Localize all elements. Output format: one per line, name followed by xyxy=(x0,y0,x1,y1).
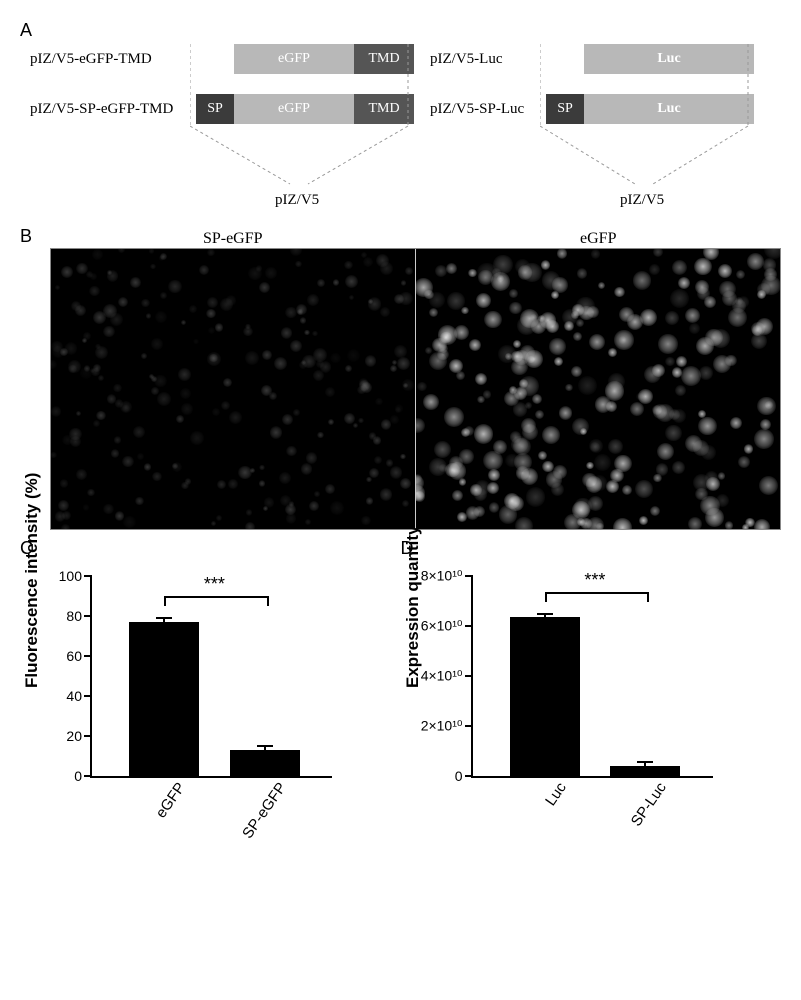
bar xyxy=(610,766,680,776)
micrograph-sp-egfp xyxy=(51,249,415,529)
construct-sp-luc: pIZ/V5-SP-Luc SP Luc xyxy=(430,94,754,124)
x-tick-label: SP-Luc xyxy=(623,776,670,829)
construct-sp-egfp-tmd: pIZ/V5-SP-eGFP-TMD SP eGFP TMD xyxy=(30,94,414,124)
panel-a: A pIZ/V5-eGFP-TMD eGFP TMD pIZ/V5-SP-eGF… xyxy=(20,20,781,220)
vector-label-left: pIZ/V5 xyxy=(275,192,319,209)
panel-d: D Expression quantity 02×10¹⁰4×10¹⁰6×10¹… xyxy=(401,544,782,818)
panel-b-label: B xyxy=(20,226,32,247)
x-tick-label: SP-eGFP xyxy=(234,776,290,842)
panels-c-d-row: C Fluorescence intensity (%) 02040608010… xyxy=(20,544,781,818)
x-tick-label: eGFP xyxy=(148,776,189,821)
significance-stars: *** xyxy=(584,570,605,591)
vector-label-right: pIZ/V5 xyxy=(620,192,664,209)
construct-label: pIZ/V5-Luc xyxy=(430,51,540,68)
bar-chart-c: Fluorescence intensity (%) 020406080100e… xyxy=(90,558,390,818)
segment-luc: Luc xyxy=(584,44,754,74)
construct-label: pIZ/V5-SP-Luc xyxy=(430,101,540,118)
construct-luc: pIZ/V5-Luc Luc xyxy=(430,44,754,74)
panel-a-label: A xyxy=(20,20,32,41)
y-tick-label: 40 xyxy=(66,688,92,704)
plot-area: 02×10¹⁰4×10¹⁰6×10¹⁰8×10¹⁰LucSP-Luc*** xyxy=(471,576,713,778)
y-tick-label: 0 xyxy=(455,768,473,784)
segment-egfp: eGFP xyxy=(234,94,354,124)
segment-sp: SP xyxy=(546,94,584,124)
micro-title-left: SP-eGFP xyxy=(50,230,416,248)
y-tick-label: 0 xyxy=(74,768,92,784)
y-tick-label: 20 xyxy=(66,728,92,744)
figure: A pIZ/V5-eGFP-TMD eGFP TMD pIZ/V5-SP-eGF… xyxy=(20,20,781,818)
panel-b: B SP-eGFP eGFP xyxy=(20,230,781,530)
construct-label: pIZ/V5-eGFP-TMD xyxy=(30,51,190,68)
bar xyxy=(510,617,580,776)
y-tick-label: 8×10¹⁰ xyxy=(421,568,473,585)
y-axis-title: Expression quantity xyxy=(403,526,423,688)
micrograph-egfp xyxy=(415,249,780,529)
y-axis-title: Fluorescence intensity (%) xyxy=(22,473,42,688)
y-tick-label: 2×10¹⁰ xyxy=(421,718,473,735)
construct-egfp-tmd: pIZ/V5-eGFP-TMD eGFP TMD xyxy=(30,44,414,74)
bar xyxy=(230,750,300,776)
y-tick-label: 80 xyxy=(66,608,92,624)
segment-tmd: TMD xyxy=(354,94,414,124)
segment-tmd: TMD xyxy=(354,44,414,74)
segment-luc: Luc xyxy=(584,94,754,124)
significance-stars: *** xyxy=(204,574,225,595)
segment-egfp: eGFP xyxy=(234,44,354,74)
micro-title-right: eGFP xyxy=(416,230,782,248)
segment-sp: SP xyxy=(196,94,234,124)
y-tick-label: 100 xyxy=(59,568,92,584)
y-tick-label: 60 xyxy=(66,648,92,664)
construct-label: pIZ/V5-SP-eGFP-TMD xyxy=(30,101,190,118)
bar-chart-d: Expression quantity 02×10¹⁰4×10¹⁰6×10¹⁰8… xyxy=(471,558,771,818)
bar xyxy=(129,622,199,776)
plot-area: 020406080100eGFPSP-eGFP*** xyxy=(90,576,332,778)
y-tick-label: 4×10¹⁰ xyxy=(421,668,473,685)
x-tick-label: Luc xyxy=(537,776,570,809)
y-tick-label: 6×10¹⁰ xyxy=(421,618,473,635)
panel-c: C Fluorescence intensity (%) 02040608010… xyxy=(20,544,401,818)
